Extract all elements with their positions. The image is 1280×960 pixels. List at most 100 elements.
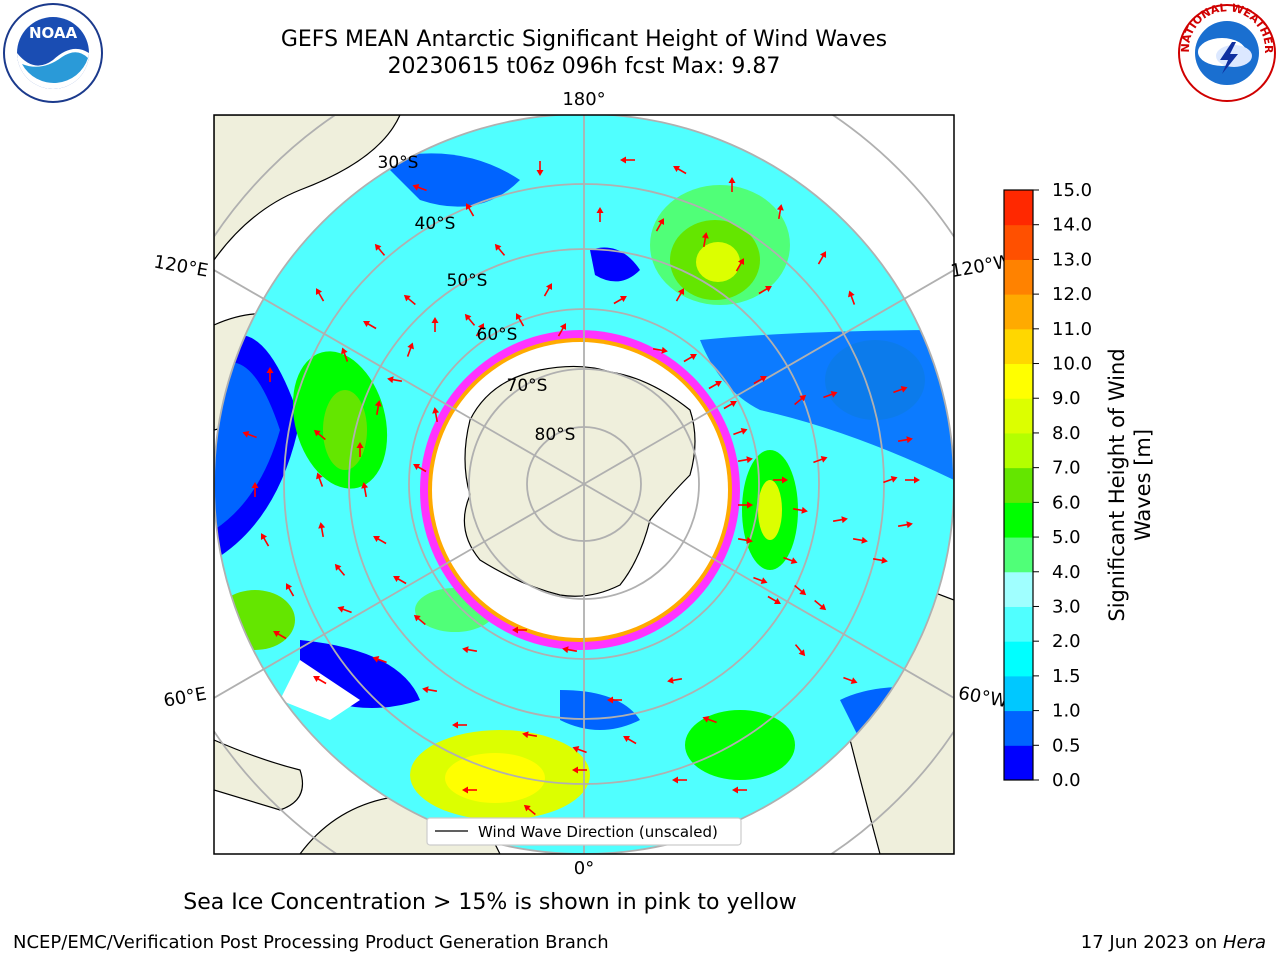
- wind-wave-arrow: [315, 288, 325, 302]
- colorbar-tick-label: 3.0: [1052, 596, 1081, 617]
- wind-wave-arrow: [897, 436, 913, 444]
- wind-wave-arrow: [572, 766, 587, 774]
- colorbar-swatch: [1004, 190, 1033, 226]
- wind-wave-arrow: [733, 428, 748, 436]
- colorbar-swatch: [1004, 398, 1033, 434]
- wind-wave-arrow: [813, 456, 828, 464]
- wind-wave-arrow: [596, 207, 604, 222]
- wind-wave-arrow: [266, 367, 274, 382]
- wind-wave-arrow: [374, 243, 386, 256]
- lon-label-left-lower: 60°E: [162, 683, 208, 711]
- wind-wave-arrow: [737, 456, 753, 464]
- wind-wave-arrow: [817, 251, 827, 265]
- wind-wave-arrow: [422, 686, 438, 694]
- wind-wave-arrow: [708, 380, 722, 390]
- wind-wave-arrow: [572, 746, 587, 754]
- wind-wave-arrow: [363, 320, 377, 330]
- wind-wave-arrow: [387, 376, 403, 384]
- colorbar-swatch: [1004, 328, 1033, 365]
- colorbar-tick-label: 10.0: [1052, 354, 1092, 375]
- wind-wave-arrow: [897, 521, 913, 529]
- wind-wave-arrow: [872, 556, 888, 564]
- colorbar-swatch: [1004, 363, 1033, 399]
- wind-wave-arrow: [794, 584, 807, 596]
- wind-wave-arrow: [893, 386, 908, 394]
- map-subtitle: 20230615 t06z 096h fcst Max: 9.87: [387, 54, 781, 79]
- colorbar-swatch: [1004, 745, 1033, 781]
- wind-wave-arrows: [242, 156, 920, 816]
- wind-wave-arrow: [316, 472, 324, 487]
- wind-wave-arrow: [373, 535, 387, 545]
- wind-wave-arrow: [672, 776, 687, 784]
- wind-wave-arrow: [652, 346, 668, 354]
- wind-wave-arrow: [843, 676, 858, 684]
- wind-wave-arrow: [413, 463, 427, 473]
- wind-wave-arrow: [613, 295, 627, 305]
- colorbar-swatch: [1004, 502, 1033, 538]
- sea-ice-caption: Sea Ice Concentration > 15% is shown in …: [183, 890, 797, 915]
- wind-wave-arrow: [667, 676, 683, 684]
- wind-wave-arrow: [737, 536, 753, 544]
- wind-wave-arrow: [753, 576, 768, 584]
- colorbar-tick-label: 4.0: [1052, 562, 1081, 583]
- colorbar-label-line1: Significant Height of Wind: [1105, 348, 1129, 621]
- colorbar-tick-label: 12.0: [1052, 284, 1092, 305]
- wind-wave-arrow: [412, 184, 427, 192]
- wind-wave-arrow: [431, 317, 439, 332]
- colorbar-swatch: [1004, 641, 1033, 677]
- colorbar-swatch: [1004, 224, 1033, 260]
- wind-wave-arrow: [623, 735, 637, 745]
- lon-label-top: 180°: [562, 89, 605, 110]
- wind-wave-arrow: [242, 431, 257, 439]
- graticule: [214, 115, 954, 854]
- colorbar-tick-label: 14.0: [1052, 215, 1092, 236]
- map-frame: [213, 114, 955, 855]
- wind-wave-arrow: [620, 156, 635, 164]
- wind-wave-arrow: [701, 232, 709, 248]
- wind-wave-arrow: [814, 599, 827, 611]
- lon-label-bottom: 0°: [574, 858, 594, 879]
- wind-wave-arrow: [515, 313, 525, 327]
- legend-label: Wind Wave Direction (unscaled): [478, 823, 718, 841]
- wind-wave-arrow: [823, 391, 838, 399]
- colorbar-tick-label: 0.5: [1052, 735, 1081, 756]
- wind-wave-arrow: [341, 347, 349, 362]
- lat-label-60s: 60°S: [477, 325, 518, 345]
- wind-wave-arrow: [251, 482, 259, 497]
- colorbar-tick-label: 6.0: [1052, 492, 1081, 513]
- wind-wave-arrow: [406, 342, 414, 357]
- footer-date: 17 Jun 2023 on Hera: [1080, 932, 1266, 953]
- land-madagascar: [214, 739, 304, 811]
- wind-wave-arrow: [723, 400, 737, 410]
- wind-wave-arrow: [313, 429, 326, 441]
- wind-wave-arrow: [683, 353, 697, 363]
- wind-wave-arrow: [374, 400, 382, 416]
- colorbar-swatch: [1004, 537, 1033, 573]
- wind-wave-arrow: [318, 522, 326, 538]
- footer-credit: NCEP/EMC/Verification Post Processing Pr…: [13, 932, 609, 953]
- colorbar-swatch: [1004, 432, 1033, 469]
- colorbar-tick-label: 13.0: [1052, 249, 1092, 270]
- colorbar-swatch: [1004, 710, 1033, 746]
- colorbar-tick-label: 11.0: [1052, 319, 1092, 340]
- wind-wave-arrow: [607, 696, 622, 704]
- map-title: GEFS MEAN Antarctic Significant Height o…: [280, 27, 888, 52]
- wind-wave-arrow: [728, 177, 736, 192]
- colorbar-tick-label: 7.0: [1052, 458, 1081, 479]
- lat-label-50s: 50°S: [447, 271, 488, 291]
- colorbar-label-line2: Waves [m]: [1131, 429, 1155, 541]
- land-nz-australia: [214, 115, 401, 262]
- wind-wave-arrow: [337, 606, 352, 614]
- wind-wave-arrow: [753, 375, 767, 385]
- wind-wave-arrow: [702, 716, 717, 724]
- wind-wave-arrow: [852, 536, 868, 544]
- wind-wave-arrow: [738, 501, 753, 509]
- wind-wave-arrow: [732, 786, 747, 794]
- lon-label-left-upper: 120°E: [152, 251, 210, 281]
- wind-wave-arrow: [794, 644, 806, 657]
- wind-wave-arrow: [432, 407, 440, 423]
- wind-wave-arrow: [773, 476, 788, 484]
- wind-wave-arrow: [758, 285, 772, 295]
- colorbar-tick-label: 1.5: [1052, 666, 1081, 687]
- wind-wave-arrow: [462, 646, 478, 654]
